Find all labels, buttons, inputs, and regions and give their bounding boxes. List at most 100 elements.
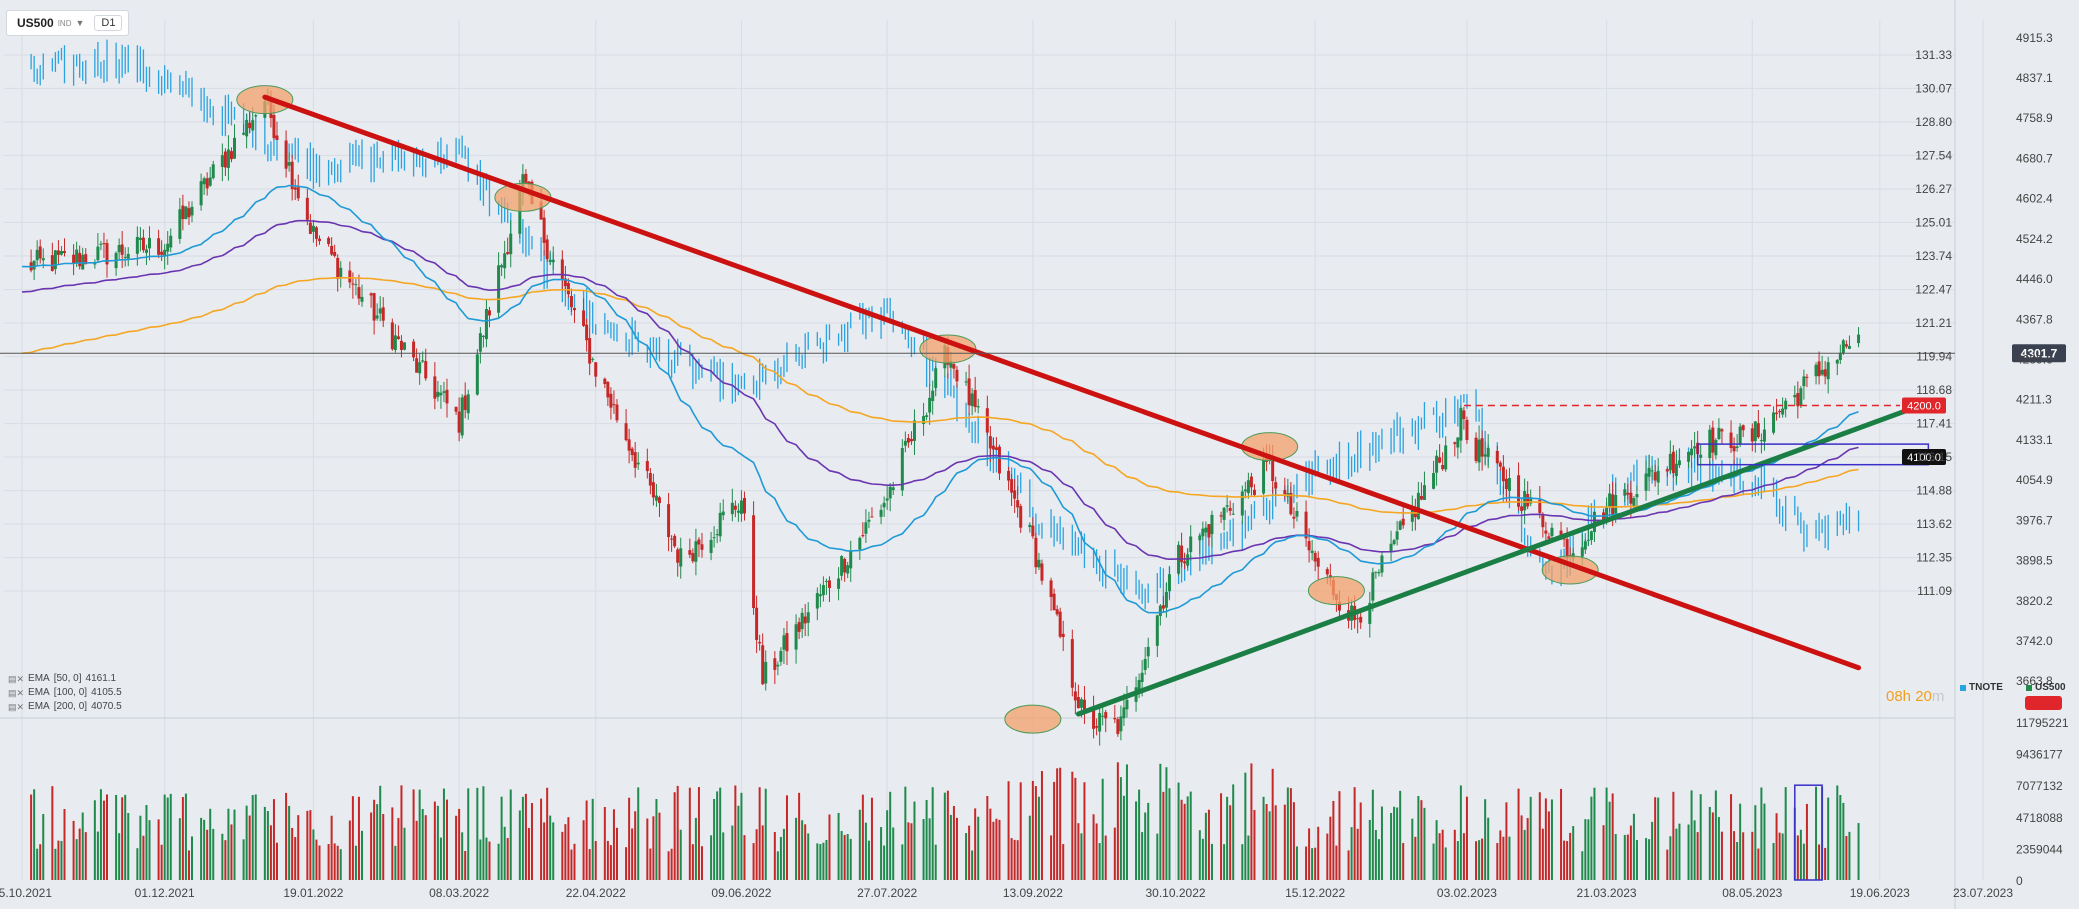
volume-bar (1699, 794, 1702, 880)
candle (1359, 616, 1363, 623)
volume-bar (1815, 786, 1818, 880)
candle (1835, 359, 1839, 364)
indicator-ema50[interactable]: ▤✕ EMA [50, 0] 4161.1 (8, 672, 122, 686)
indicator-name: EMA (28, 687, 50, 698)
legend-tnote[interactable]: TNOTE (1960, 682, 2003, 693)
volume-bar (1742, 832, 1745, 880)
volume-bar (1122, 795, 1125, 880)
candle (1180, 545, 1184, 563)
candle (782, 635, 786, 650)
tnote-axis-label: 127.54 (1915, 148, 1952, 162)
candle (1562, 538, 1566, 540)
candle (1435, 455, 1439, 473)
volume-bar (209, 808, 212, 880)
candle (1070, 639, 1074, 688)
candle (1219, 515, 1223, 517)
candle (1007, 470, 1011, 481)
volume-bar (136, 848, 139, 880)
candle (1073, 691, 1077, 701)
volume-bar (740, 792, 743, 880)
volume-bar (965, 833, 968, 880)
candle (970, 393, 974, 407)
tnote-axis-label: 122.47 (1915, 283, 1952, 297)
candle (78, 252, 82, 267)
volume-bar (1635, 840, 1638, 880)
volume-bar (105, 794, 108, 880)
volume-bar (1332, 800, 1335, 880)
volume-bar (1056, 768, 1059, 880)
candle (569, 295, 573, 308)
volume-bar (849, 838, 852, 880)
candle (1623, 489, 1627, 496)
indicator-ema100[interactable]: ▤✕ EMA [100, 0] 4105.5 (8, 686, 122, 700)
secondary-level-label: 4100.0 (1907, 452, 1941, 464)
legend-swatch (2026, 684, 2032, 691)
volume-bar (840, 831, 843, 880)
volume-bar (221, 833, 224, 880)
volume-bar (1271, 768, 1274, 880)
volume-bar (184, 793, 187, 880)
candle (317, 238, 321, 242)
candle (1444, 445, 1448, 470)
volume-bar (1456, 841, 1459, 880)
volume-bar (1144, 812, 1147, 880)
candle (415, 358, 419, 373)
chevron-down-icon[interactable]: ▼ (75, 18, 85, 28)
price-axis-label: 3663.8 (2016, 674, 2053, 688)
candle (1158, 605, 1162, 616)
volume-bar (272, 799, 275, 880)
candle (208, 177, 212, 186)
candle (1316, 557, 1320, 567)
candle (721, 511, 725, 516)
candle (1520, 506, 1524, 511)
candle (1775, 412, 1779, 415)
candle (84, 254, 88, 265)
volume-bar (1672, 791, 1675, 880)
candle (1526, 493, 1530, 507)
volume-bar (910, 823, 913, 880)
candle (181, 205, 185, 220)
candle (284, 140, 288, 169)
candle (949, 360, 953, 368)
candle (803, 616, 807, 624)
volume-bar (1836, 785, 1839, 880)
volume-bar (1374, 830, 1377, 880)
volume-bar (1632, 813, 1635, 880)
volume-bar (1796, 835, 1799, 880)
volume-bar (78, 828, 81, 880)
candle (378, 308, 382, 314)
volume-bar (509, 789, 512, 880)
candle (1517, 475, 1521, 507)
symbol-label[interactable]: US500 (17, 16, 54, 30)
timeframe-select[interactable]: D1 (94, 15, 123, 31)
legend-us500[interactable]: US500 (2026, 682, 2066, 693)
candle (588, 338, 592, 364)
date-axis-label: 01.12.2021 (135, 886, 195, 900)
volume-bar (464, 851, 467, 880)
candle (928, 397, 932, 413)
countdown-minutes: m (1931, 688, 1945, 705)
candle (733, 505, 737, 510)
volume-bar (370, 812, 373, 880)
candle (463, 395, 467, 411)
volume-bar (1590, 796, 1593, 880)
volume-bar (609, 845, 612, 880)
volume-bar (1402, 843, 1405, 880)
volume-bar (1711, 812, 1714, 880)
candle (700, 544, 704, 550)
volume-bar (773, 832, 776, 880)
candle (764, 661, 768, 684)
candle (952, 364, 956, 369)
volume-bar (628, 797, 631, 880)
candle (648, 473, 652, 486)
volume-bar (139, 815, 142, 880)
volume-bar (1377, 839, 1380, 880)
tnote-axis-label: 121.21 (1915, 316, 1952, 330)
candle (202, 178, 206, 185)
candle (1441, 464, 1445, 470)
indicator-ema200[interactable]: ▤✕ EMA [200, 0] 4070.5 (8, 700, 122, 714)
volume-bar (974, 808, 977, 880)
volume-bar (625, 847, 628, 880)
volume-bar (737, 805, 740, 880)
